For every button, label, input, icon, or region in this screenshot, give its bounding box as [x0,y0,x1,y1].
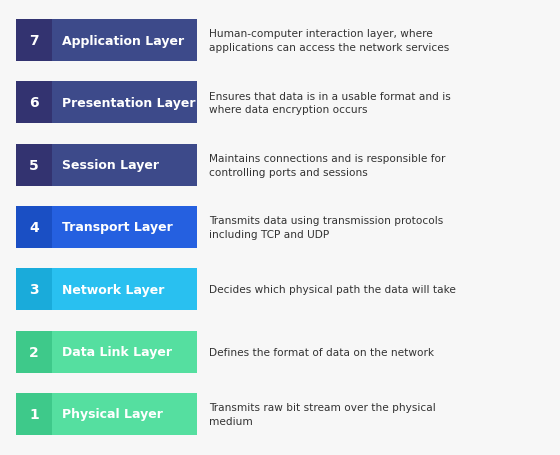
FancyBboxPatch shape [52,82,197,124]
Text: Physical Layer: Physical Layer [62,408,163,420]
Text: Maintains connections and is responsible for
controlling ports and sessions: Maintains connections and is responsible… [209,154,445,177]
Text: Ensures that data is in a usable format and is
where data encryption occurs: Ensures that data is in a usable format … [209,91,451,115]
FancyBboxPatch shape [52,331,197,373]
FancyBboxPatch shape [16,331,52,373]
FancyBboxPatch shape [16,207,52,248]
FancyBboxPatch shape [52,20,197,62]
Text: 3: 3 [29,283,39,297]
Text: 5: 5 [29,158,39,172]
FancyBboxPatch shape [16,82,52,124]
Text: 1: 1 [29,407,39,421]
FancyBboxPatch shape [16,20,52,62]
FancyBboxPatch shape [52,144,197,186]
FancyBboxPatch shape [52,393,197,435]
Text: Decides which physical path the data will take: Decides which physical path the data wil… [209,285,456,295]
Text: 7: 7 [29,34,39,48]
Text: Network Layer: Network Layer [62,283,165,296]
FancyBboxPatch shape [52,269,197,311]
Text: Human-computer interaction layer, where
applications can access the network serv: Human-computer interaction layer, where … [209,29,449,53]
Text: 4: 4 [29,221,39,234]
Text: Application Layer: Application Layer [62,35,184,47]
Text: Transport Layer: Transport Layer [62,221,172,234]
Text: Transmits data using transmission protocols
including TCP and UDP: Transmits data using transmission protoc… [209,216,444,239]
FancyBboxPatch shape [16,144,52,186]
Text: Defines the format of data on the network: Defines the format of data on the networ… [209,347,434,357]
Text: Presentation Layer: Presentation Layer [62,97,195,110]
FancyBboxPatch shape [16,269,52,311]
Text: Transmits raw bit stream over the physical
medium: Transmits raw bit stream over the physic… [209,402,436,426]
Text: 6: 6 [29,96,39,110]
FancyBboxPatch shape [52,207,197,248]
Text: Session Layer: Session Layer [62,159,159,172]
Text: Data Link Layer: Data Link Layer [62,345,172,358]
Text: 2: 2 [29,345,39,359]
FancyBboxPatch shape [16,393,52,435]
